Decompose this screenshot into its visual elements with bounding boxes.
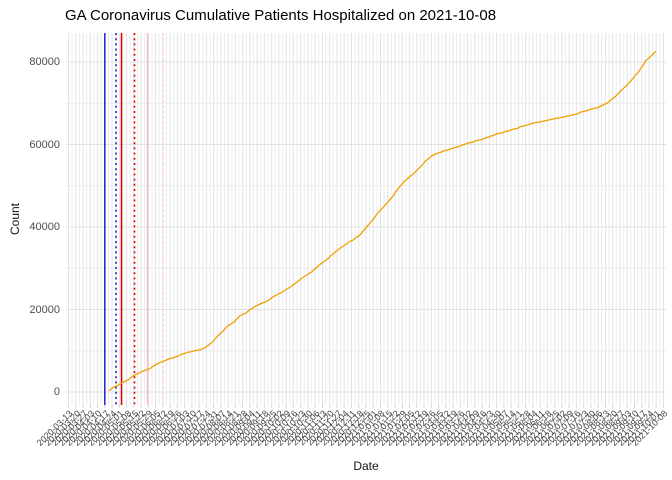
series-line [108,50,657,392]
horizontal-major-gridlines [66,61,666,393]
horizontal-minor-gridlines [66,102,666,352]
y-tick-label: 0 [53,386,60,398]
x-axis-ticks [68,405,664,408]
vertical-major-gridlines [68,33,664,405]
y-tick-label: 40000 [29,221,60,233]
y-tick-label: 20000 [29,303,60,316]
y-tick-label: 60000 [29,138,60,151]
vertical-minor-gridlines [71,33,661,405]
y-tick-label: 80000 [29,56,60,68]
x-axis-title: Date [353,459,379,473]
chart-title: GA Coronavirus Cumulative Patients Hospi… [65,7,497,24]
